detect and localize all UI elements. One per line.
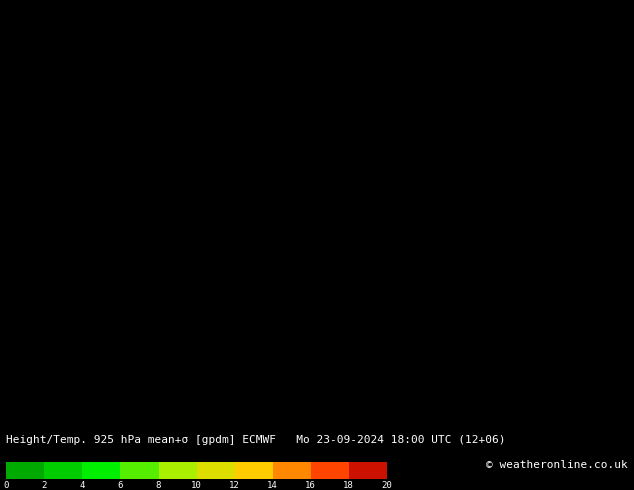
Bar <box>235 462 273 479</box>
Bar <box>197 462 235 479</box>
Text: Height/Temp. 925 hPa mean+σ [gpdm] ECMWF   Mo 23-09-2024 18:00 UTC (12+06): Height/Temp. 925 hPa mean+σ [gpdm] ECMWF… <box>6 435 506 445</box>
Text: 16: 16 <box>306 481 316 490</box>
Text: 2: 2 <box>42 481 47 490</box>
Bar <box>158 462 197 479</box>
Text: 10: 10 <box>191 481 202 490</box>
Text: 0: 0 <box>4 481 9 490</box>
Bar <box>349 462 387 479</box>
Text: 12: 12 <box>230 481 240 490</box>
Bar <box>6 462 44 479</box>
Bar <box>120 462 158 479</box>
Bar <box>311 462 349 479</box>
Bar <box>273 462 311 479</box>
Bar <box>82 462 120 479</box>
Text: 6: 6 <box>118 481 123 490</box>
Text: 14: 14 <box>268 481 278 490</box>
Bar <box>44 462 82 479</box>
Text: © weatheronline.co.uk: © weatheronline.co.uk <box>486 460 628 470</box>
Text: 20: 20 <box>382 481 392 490</box>
Text: 18: 18 <box>344 481 354 490</box>
Text: 4: 4 <box>80 481 85 490</box>
Text: 8: 8 <box>156 481 161 490</box>
